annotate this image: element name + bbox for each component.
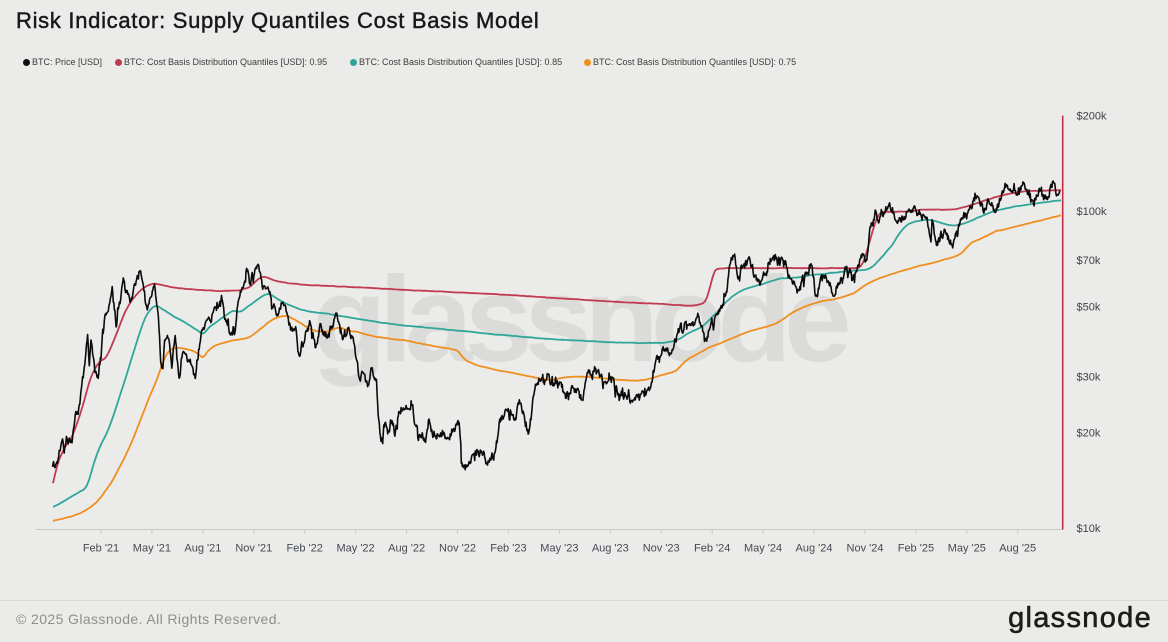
svg-text:Aug '23: Aug '23 xyxy=(592,543,629,555)
svg-text:$100k: $100k xyxy=(1077,206,1107,218)
svg-text:Feb '22: Feb '22 xyxy=(287,543,323,555)
svg-text:Nov '23: Nov '23 xyxy=(643,543,680,555)
svg-text:$10k: $10k xyxy=(1077,523,1101,535)
svg-text:$70k: $70k xyxy=(1077,255,1101,267)
svg-text:$20k: $20k xyxy=(1077,427,1101,439)
svg-text:Aug '21: Aug '21 xyxy=(184,543,221,555)
svg-text:Aug '24: Aug '24 xyxy=(796,543,833,555)
svg-text:May '25: May '25 xyxy=(948,543,986,555)
svg-text:Nov '22: Nov '22 xyxy=(439,543,476,555)
svg-text:May '22: May '22 xyxy=(337,543,375,555)
svg-text:May '21: May '21 xyxy=(133,543,171,555)
svg-text:May '23: May '23 xyxy=(540,543,578,555)
svg-text:$200k: $200k xyxy=(1077,111,1107,123)
svg-text:Feb '24: Feb '24 xyxy=(694,543,730,555)
svg-text:Feb '21: Feb '21 xyxy=(83,543,119,555)
svg-text:Aug '22: Aug '22 xyxy=(388,543,425,555)
svg-text:$30k: $30k xyxy=(1077,372,1101,384)
svg-text:May '24: May '24 xyxy=(744,543,782,555)
svg-text:Nov '21: Nov '21 xyxy=(235,543,272,555)
svg-text:Nov '24: Nov '24 xyxy=(847,543,884,555)
svg-text:Feb '25: Feb '25 xyxy=(898,543,934,555)
svg-text:$50k: $50k xyxy=(1077,301,1101,313)
svg-text:Aug '25: Aug '25 xyxy=(999,543,1036,555)
svg-text:Feb '23: Feb '23 xyxy=(490,543,526,555)
